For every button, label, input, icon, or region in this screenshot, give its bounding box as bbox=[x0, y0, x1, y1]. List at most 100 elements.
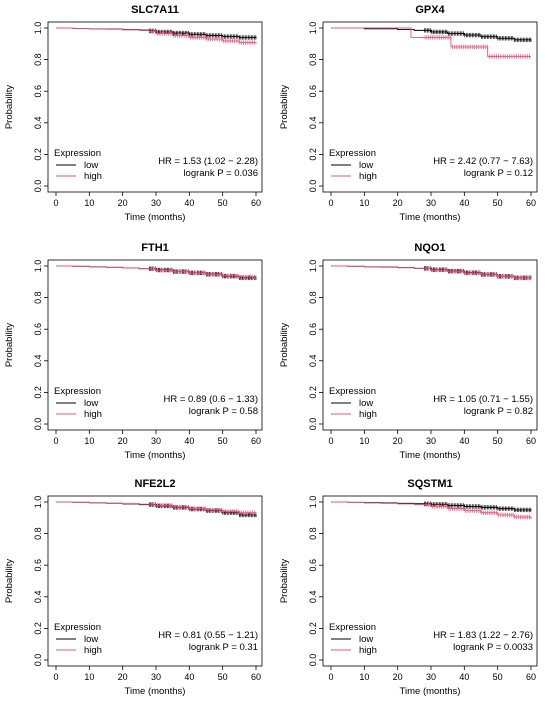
legend-label-low: low bbox=[359, 398, 373, 409]
x-tick-label: 50 bbox=[493, 672, 503, 682]
x-axis-label: Time (months) bbox=[400, 212, 461, 223]
y-axis-label: Probability bbox=[279, 323, 290, 368]
chart-title: SQSTM1 bbox=[407, 478, 452, 490]
x-tick-label: 30 bbox=[151, 672, 161, 682]
logrank-p-text: logrank P = 0.58 bbox=[189, 406, 258, 417]
y-axis-label: Probability bbox=[4, 559, 15, 604]
y-tick-label: 0.0 bbox=[33, 418, 43, 431]
x-tick-label: 0 bbox=[53, 672, 58, 682]
legend-label-high: high bbox=[84, 645, 102, 656]
chart-title: FTH1 bbox=[141, 242, 169, 254]
hazard-ratio-text: HR = 2.42 (0.77 − 7.63) bbox=[433, 156, 533, 167]
hazard-ratio-text: HR = 1.83 (1.22 − 2.76) bbox=[433, 630, 533, 641]
x-tick-label: 60 bbox=[526, 436, 536, 446]
x-tick-label: 10 bbox=[359, 672, 369, 682]
y-axis-label: Probability bbox=[4, 323, 15, 368]
km-panel-nfe2l2: NFE2L2 0 10 20 30 40 50 60 0.0 0.2 0.4 0.6 0.8 1.0 Tim… bbox=[0, 474, 270, 710]
km-panel-slc7a11: SLC7A11 0 10 20 30 40 50 60 0.0 0.2 0.4 0.6 0.8 1.0 Ti… bbox=[0, 0, 270, 236]
logrank-p-text: logrank P = 0.0033 bbox=[453, 642, 533, 653]
plot-frame bbox=[47, 495, 263, 667]
km-panel-sqstm1: SQSTM1 0 10 20 30 40 50 60 0.0 0.2 0.4 0.6 0.8 1.0 Tim… bbox=[275, 474, 545, 710]
y-tick-label: 0.6 bbox=[33, 559, 43, 572]
legend-label-high: high bbox=[359, 645, 377, 656]
x-tick-label: 0 bbox=[53, 198, 58, 208]
km-panel-nqo1: NQO1 0 10 20 30 40 50 60 0.0 0.2 0.4 0.6 0.8 1.0 Time … bbox=[275, 238, 545, 474]
logrank-p-text: logrank P = 0.31 bbox=[189, 642, 258, 653]
legend-label-low: low bbox=[359, 160, 373, 171]
survival-curve-low bbox=[331, 27, 532, 42]
y-tick-label: 0.4 bbox=[308, 355, 318, 368]
x-axis-label: Time (months) bbox=[400, 686, 461, 697]
x-tick-label: 0 bbox=[328, 672, 333, 682]
logrank-p-text: logrank P = 0.82 bbox=[464, 406, 533, 417]
y-tick-label: 0.0 bbox=[33, 654, 43, 667]
survival-curve-high bbox=[331, 501, 532, 520]
legend-title: Expression bbox=[54, 622, 101, 633]
y-tick-label: 1.0 bbox=[308, 260, 318, 273]
hazard-ratio-text: HR = 0.89 (0.6 − 1.33) bbox=[163, 394, 258, 405]
y-tick-label: 0.4 bbox=[33, 117, 43, 130]
y-tick-label: 1.0 bbox=[308, 22, 318, 35]
x-tick-label: 60 bbox=[251, 198, 261, 208]
plot-frame bbox=[47, 21, 263, 193]
legend-title: Expression bbox=[54, 148, 101, 159]
logrank-p-text: logrank P = 0.12 bbox=[464, 168, 533, 179]
x-tick-label: 50 bbox=[218, 198, 228, 208]
x-tick-label: 0 bbox=[53, 436, 58, 446]
y-tick-label: 1.0 bbox=[33, 260, 43, 273]
legend-label-low: low bbox=[84, 634, 98, 645]
km-chart-fth1: FTH1 0 10 20 30 40 50 60 0.0 0.2 0.4 0.6 0.8 1.0 Time … bbox=[4, 242, 263, 461]
x-axis-label: Time (months) bbox=[125, 212, 186, 223]
x-tick-label: 10 bbox=[84, 672, 94, 682]
x-tick-label: 30 bbox=[426, 436, 436, 446]
x-tick-label: 30 bbox=[151, 198, 161, 208]
x-tick-label: 20 bbox=[118, 436, 128, 446]
x-tick-label: 50 bbox=[493, 436, 503, 446]
y-tick-label: 0.4 bbox=[308, 591, 318, 604]
y-axis-label: Probability bbox=[279, 85, 290, 130]
legend-label-low: low bbox=[84, 160, 98, 171]
y-tick-label: 0.8 bbox=[308, 53, 318, 66]
x-tick-label: 60 bbox=[251, 436, 261, 446]
y-tick-label: 0.6 bbox=[33, 323, 43, 336]
y-tick-label: 1.0 bbox=[33, 496, 43, 509]
legend-label-high: high bbox=[359, 409, 377, 420]
x-tick-label: 40 bbox=[459, 436, 469, 446]
y-tick-label: 0.4 bbox=[33, 591, 43, 604]
y-tick-label: 0.0 bbox=[308, 654, 318, 667]
y-tick-label: 0.2 bbox=[33, 386, 43, 399]
x-tick-label: 10 bbox=[359, 198, 369, 208]
x-tick-label: 40 bbox=[184, 672, 194, 682]
legend-title: Expression bbox=[329, 386, 376, 397]
x-tick-label: 30 bbox=[426, 198, 436, 208]
x-tick-label: 10 bbox=[359, 436, 369, 446]
km-chart-sqstm1: SQSTM1 0 10 20 30 40 50 60 0.0 0.2 0.4 0.6 0.8 1.0 Tim… bbox=[279, 478, 538, 697]
y-axis-label: Probability bbox=[279, 559, 290, 604]
logrank-p-text: logrank P = 0.036 bbox=[183, 168, 258, 179]
x-tick-label: 20 bbox=[393, 198, 403, 208]
x-tick-label: 50 bbox=[493, 198, 503, 208]
x-tick-label: 50 bbox=[218, 672, 228, 682]
x-tick-label: 20 bbox=[393, 672, 403, 682]
x-tick-label: 40 bbox=[184, 436, 194, 446]
x-tick-label: 10 bbox=[84, 198, 94, 208]
legend-label-low: low bbox=[359, 634, 373, 645]
survival-curve-high bbox=[56, 265, 257, 279]
plot-frame bbox=[322, 21, 538, 193]
x-tick-label: 50 bbox=[218, 436, 228, 446]
hazard-ratio-text: HR = 1.05 (0.71 − 1.55) bbox=[433, 394, 533, 405]
legend-title: Expression bbox=[329, 622, 376, 633]
x-tick-label: 0 bbox=[328, 436, 333, 446]
x-tick-label: 30 bbox=[151, 436, 161, 446]
y-tick-label: 0.2 bbox=[33, 148, 43, 161]
x-tick-label: 40 bbox=[459, 672, 469, 682]
x-tick-label: 60 bbox=[526, 672, 536, 682]
chart-title: NFE2L2 bbox=[135, 478, 176, 490]
x-tick-label: 60 bbox=[526, 198, 536, 208]
x-tick-label: 20 bbox=[393, 436, 403, 446]
y-tick-label: 0.2 bbox=[308, 148, 318, 161]
chart-title: SLC7A11 bbox=[131, 4, 179, 16]
y-tick-label: 0.2 bbox=[308, 622, 318, 635]
y-axis-label: Probability bbox=[4, 85, 15, 130]
